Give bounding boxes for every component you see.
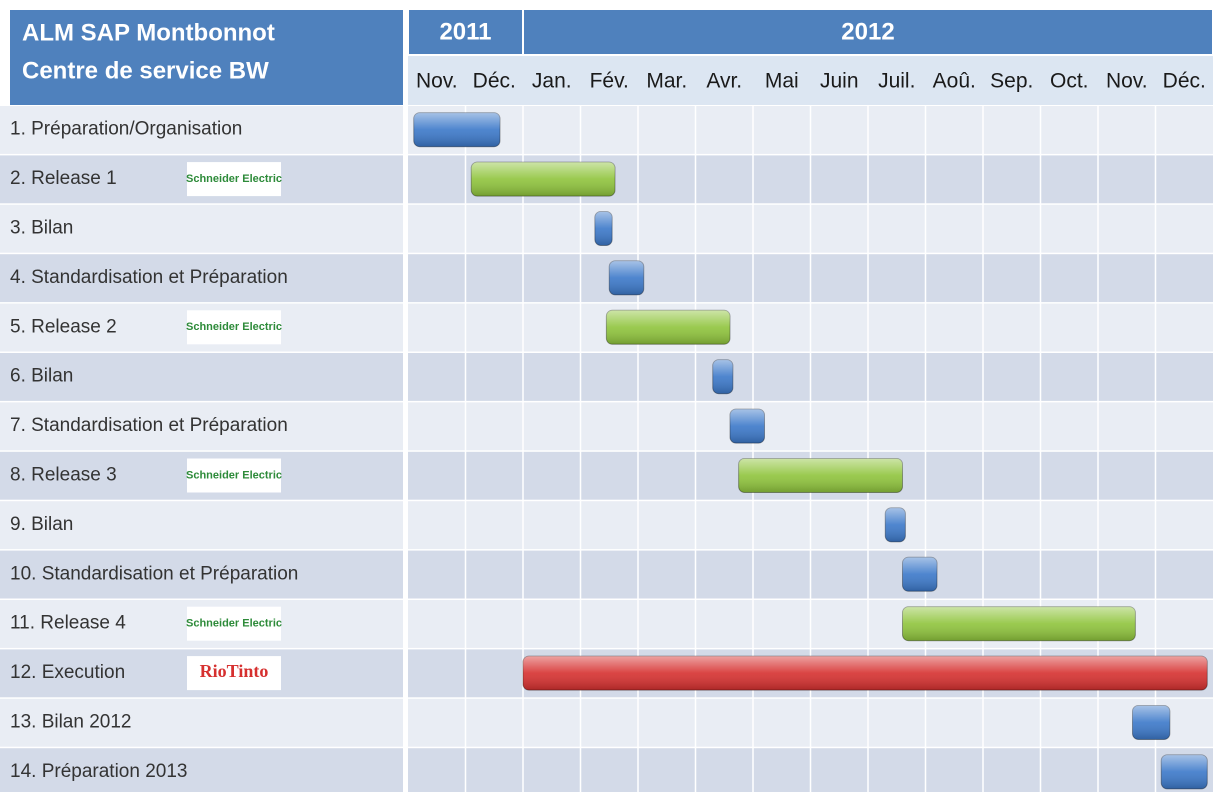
task-bar-gloss — [594, 211, 613, 246]
task-label: 10. Standardisation et Préparation — [10, 563, 298, 584]
month-label: Nov. — [1106, 70, 1148, 93]
task-bar-gloss — [609, 260, 644, 295]
month-label: Fév. — [590, 70, 629, 93]
task-label: 3. Bilan — [10, 218, 73, 239]
month-label: Déc. — [1163, 70, 1206, 93]
row-label-band — [0, 254, 403, 303]
row-label-band — [0, 698, 403, 747]
logo-box — [187, 458, 281, 493]
task-label: 1. Préparation/Organisation — [10, 119, 242, 140]
task-label: 9. Bilan — [10, 514, 73, 535]
logo-box — [187, 162, 281, 197]
month-label: Mar. — [646, 70, 687, 93]
task-bar-gloss — [902, 557, 937, 592]
task-bar-gloss — [1161, 754, 1208, 789]
task-bar-gloss — [730, 409, 765, 444]
task-label: 4. Standardisation et Préparation — [10, 267, 288, 288]
logo-box — [187, 656, 281, 691]
month-label: Avr. — [706, 70, 742, 93]
task-label: 11. Release 4 — [10, 613, 126, 634]
year-label: 2011 — [439, 18, 491, 45]
year-cell — [524, 10, 1212, 54]
task-label: 12. Execution — [10, 662, 125, 683]
task-bar-gloss — [471, 162, 615, 197]
task-bar-gloss — [902, 606, 1136, 641]
year-cell — [409, 10, 522, 54]
chart-title: ALM SAP Montbonnot — [22, 19, 275, 46]
task-label: 14. Préparation 2013 — [10, 761, 187, 782]
task-bar-gloss — [712, 359, 733, 394]
task-label: 2. Release 1 — [10, 168, 117, 189]
row-label-band — [0, 748, 403, 792]
month-label: Mai — [765, 70, 799, 93]
month-label: Sep. — [990, 70, 1033, 93]
month-label: Juin — [820, 70, 859, 93]
task-label: 8. Release 3 — [10, 465, 117, 486]
month-label: Nov. — [416, 70, 458, 93]
task-bar-gloss — [413, 112, 500, 147]
logo-box — [187, 606, 281, 641]
month-label: Jan. — [532, 70, 572, 93]
chart-subtitle: Centre de service BW — [22, 57, 269, 84]
task-label: 7. Standardisation et Préparation — [10, 415, 288, 436]
row-label-band — [0, 550, 403, 599]
month-label: Déc. — [473, 70, 516, 93]
title-cell — [10, 10, 403, 105]
month-label: Juil. — [878, 70, 915, 93]
row-label-band — [0, 353, 403, 401]
row-label-band — [0, 501, 403, 550]
logo-box — [187, 310, 281, 345]
task-bar-gloss — [738, 458, 903, 493]
row-label-band — [0, 402, 403, 451]
task-bar-gloss — [523, 656, 1208, 691]
task-label: 6. Bilan — [10, 366, 73, 387]
year-label: 2012 — [841, 18, 894, 45]
logo: RioTinto — [200, 661, 269, 681]
task-label: 5. Release 2 — [10, 316, 117, 337]
month-label: Aoû. — [933, 70, 976, 93]
task-bar-gloss — [1132, 705, 1170, 740]
logo: Schneider Electric — [186, 173, 282, 185]
task-bar-gloss — [885, 507, 906, 542]
logo: Schneider Electric — [186, 618, 282, 630]
row-label-band — [0, 106, 403, 154]
month-label: Oct. — [1050, 70, 1089, 93]
row-label-band — [0, 204, 403, 253]
logo: Schneider Electric — [186, 321, 282, 333]
month-header — [408, 56, 1213, 105]
task-label: 13. Bilan 2012 — [10, 712, 132, 733]
logo: Schneider Electric — [186, 469, 282, 481]
task-bar-gloss — [606, 310, 730, 345]
